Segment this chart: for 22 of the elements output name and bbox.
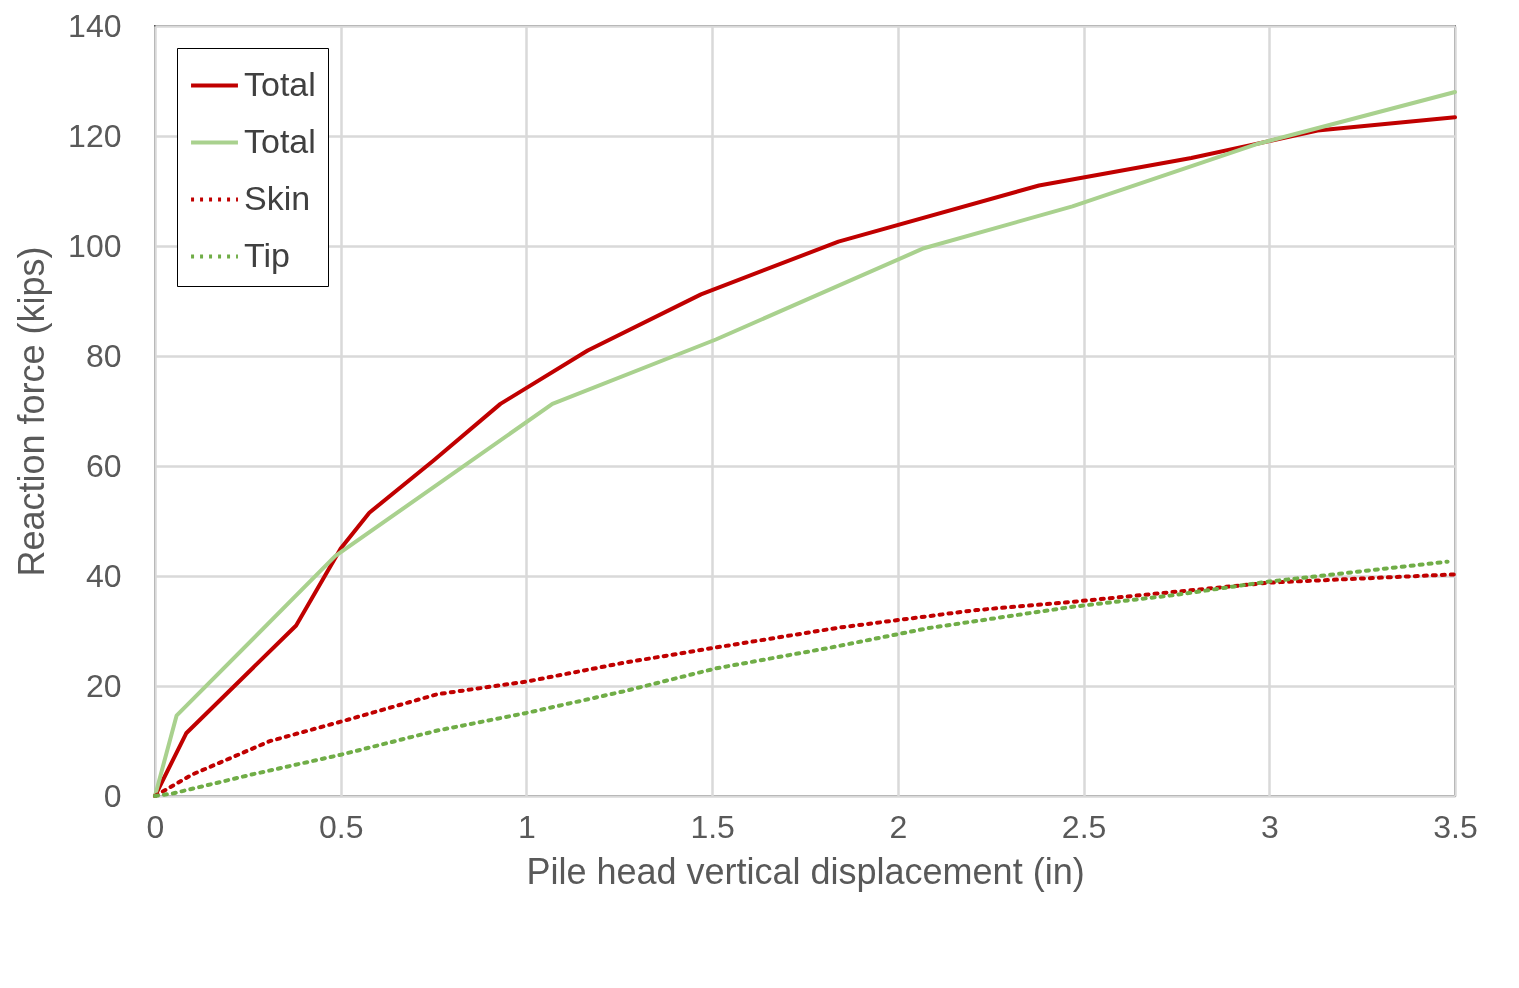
x-tick-label: 1 [518, 808, 536, 845]
y-tick-label: 40 [85, 557, 122, 594]
x-tick-label: 3.5 [1433, 808, 1478, 845]
x-tick-label: 3 [1260, 808, 1279, 845]
y-tick-label: 100 [68, 227, 122, 264]
y-tick-label: 120 [68, 117, 122, 154]
y-axis-title: Reaction force (kips) [11, 246, 53, 577]
legend-label: Tip [244, 235, 290, 274]
legend-label: Total [244, 64, 316, 103]
y-tick-label: 0 [103, 777, 122, 814]
x-axis-title: Pile head vertical displacement (in) [526, 850, 1085, 892]
x-tick-label: 0.5 [318, 808, 364, 845]
x-tick-label: 1.5 [690, 808, 735, 845]
y-tick-label: 20 [85, 667, 122, 704]
x-tick-label: 2 [889, 808, 908, 845]
x-tick-label: 2.5 [1061, 808, 1107, 845]
x-tick-label: 0 [146, 808, 165, 845]
legend-label: Skin [244, 178, 311, 217]
legend-label: Total [244, 121, 316, 160]
y-tick-label: 140 [68, 7, 122, 44]
y-tick-label: 60 [85, 447, 122, 484]
y-tick-label: 80 [85, 337, 122, 374]
